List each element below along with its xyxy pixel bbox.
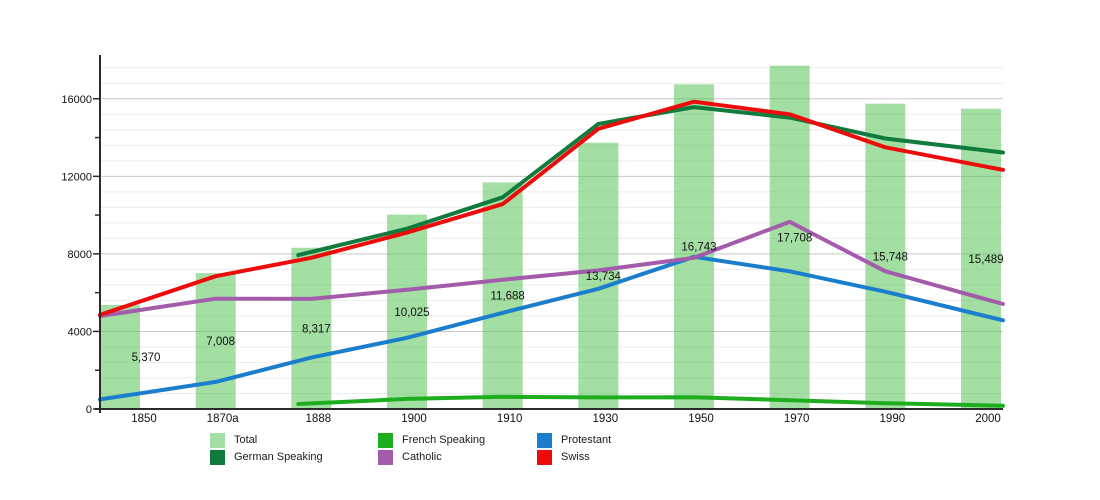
x-tick-label: 1850 [131, 413, 157, 425]
bar-value-label: 15,489 [968, 254, 1003, 266]
x-tick-label: 1888 [306, 413, 332, 425]
total-bar [674, 84, 714, 410]
total-bar [578, 142, 619, 409]
x-tick-label: 1870a [207, 413, 240, 425]
line-french-speaking [296, 394, 1005, 408]
bar-value-label: 11,688 [491, 291, 525, 303]
bar-value-label: 13,734 [586, 271, 622, 283]
total-bar [195, 273, 236, 409]
line-protestant [98, 254, 1005, 402]
y-tick-label: 12000 [61, 171, 92, 183]
x-tick-label: 2000 [975, 413, 1001, 425]
y-tick-label: 0 [86, 404, 92, 416]
total-bar [387, 214, 427, 409]
bar-value-label: 8,317 [302, 323, 331, 335]
bar-value-label: 10,025 [394, 307, 429, 319]
bar-value-label: 5,370 [132, 352, 161, 364]
bar-value-label: 15,748 [873, 251, 908, 263]
x-tick-label: 1970 [784, 413, 810, 425]
total-bar [482, 182, 523, 409]
total-bar [961, 108, 1001, 410]
x-tick-label: 1910 [497, 413, 523, 425]
total-bar [865, 103, 906, 409]
line-catholic [98, 219, 1005, 318]
y-tick-label: 8000 [68, 249, 92, 261]
total-bar [100, 304, 140, 409]
bar-value-label: 7,008 [206, 336, 235, 348]
y-tick-label: 4000 [68, 326, 92, 338]
x-tick-label: 1900 [401, 413, 427, 425]
x-tick-label: 1990 [880, 413, 906, 425]
x-tick-label: 1930 [593, 413, 619, 425]
bar-value-label: 17,708 [777, 232, 812, 244]
line-swiss [98, 99, 1005, 317]
bar-value-label: 16,743 [681, 242, 716, 254]
total-bar [291, 247, 332, 409]
y-tick-label: 16000 [61, 94, 92, 106]
total-bar [769, 65, 810, 409]
x-tick-label: 1950 [688, 413, 714, 425]
